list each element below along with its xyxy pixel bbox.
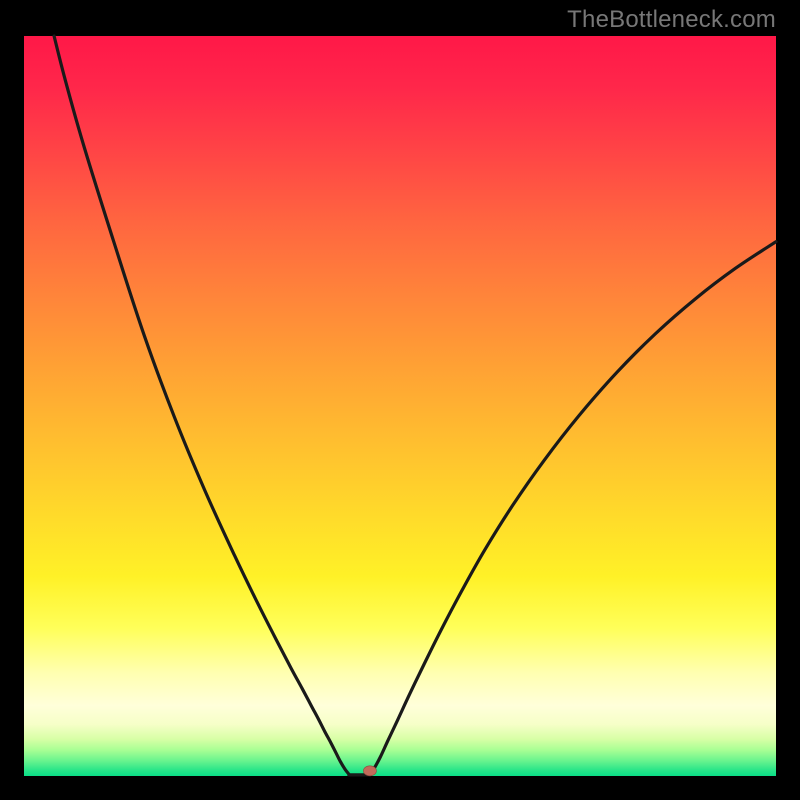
plot-background	[24, 36, 776, 776]
chart-container: TheBottleneck.com	[0, 0, 800, 800]
bottleneck-chart	[0, 0, 800, 800]
optimal-point-marker	[363, 766, 376, 776]
